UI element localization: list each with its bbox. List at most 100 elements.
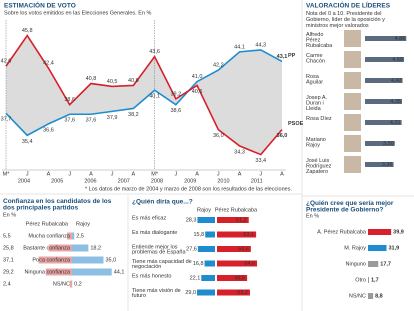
category-label: Otro [355,277,366,283]
year-label: 2010 [217,178,229,184]
bar [368,293,374,299]
value-label: 53,2 [237,290,248,296]
value-label: 2,5 [76,233,84,239]
value-label: 31,9 [389,245,400,251]
bar [197,246,215,252]
leader-name: José Luis Rodríguez Zapatero [306,158,333,175]
x-tick-label: M* [3,171,11,177]
photo [344,135,361,152]
footnote: * Los datos de marzo de 2004 y marzo de … [85,186,292,192]
bar [197,217,215,223]
bar [38,256,72,264]
chart-title: VALORACIÓN DE LÍDERES [306,1,391,10]
value-label: 38,6 [64,97,75,103]
category-label: M. Rajoy [344,245,366,251]
value-label: 38,2 [128,112,139,118]
value-label: 36,0 [277,133,288,139]
photo [344,156,361,173]
chart-title: ¿Quién cree que sería mejor Presidente d… [306,200,395,214]
series-line [5,49,283,137]
category-label: Mucha confianza [28,233,71,239]
value-label: 37,6 [64,118,75,124]
leader-name: Alfredo Pérez Rubalcaba [306,32,333,49]
value-label: 40,1 [149,94,160,100]
bar [72,244,89,252]
bar [365,99,402,104]
bar [67,232,72,240]
value-label: 41,0 [192,74,203,80]
value-label: 40,8 [86,76,97,82]
value-label: 44,1 [234,44,245,50]
value-label: 45,8 [22,28,33,34]
value-label: 51,2 [236,217,247,223]
chart-title: Confianza en los candidatos de los dos p… [3,198,113,212]
value-label: 29,0 [185,290,196,296]
bar [45,268,72,276]
value-label: 40,6 [128,78,139,84]
bar [197,289,215,296]
bar [48,244,72,252]
category-label: A. Pérez Rubalcaba [317,229,367,235]
gap-area [6,35,282,155]
value-label: 38,6 [170,108,181,114]
category-label: Ninguno [346,261,367,267]
x-tick-label: J [259,171,262,177]
year-label: 2007 [118,178,130,184]
leader-name: Josep A. Duran i Lleida [306,95,329,112]
bar [72,232,75,240]
bar [72,268,112,276]
value-label: 44,3 [255,42,266,48]
bar [368,245,387,251]
photo [344,114,361,131]
value-label: 42,2 [213,63,224,69]
value-label: 37,1 [3,257,14,263]
bar [365,162,394,167]
series-label: Rajoy [76,221,90,227]
x-tick-label: A [238,171,242,177]
value-label: 27,6 [186,246,197,252]
bar [365,57,405,62]
x-tick-label: A [132,171,136,177]
legend-label: PSOE [288,121,304,127]
value-label: 4,35 [390,99,401,105]
value-label: 2,4 [3,281,11,287]
value-label: 37,7 [1,117,12,123]
chart-subtitle: En % [3,212,16,218]
photo [344,72,361,89]
photo [344,93,361,110]
value-label: 4,31 [390,120,401,126]
value-label: 36,0 [213,133,224,139]
year-label: 2006 [84,178,96,184]
value-label: 36,6 [43,127,54,133]
value-label: 35,0 [106,257,117,263]
value-label: 33,4 [255,158,266,164]
bar [217,231,257,238]
value-label: 3,36 [382,162,393,168]
value-label: 44,1 [114,269,125,275]
year-label: 2011 [251,178,263,184]
chart-subtitle: Nota del 0 a 10. Presidente del Gobierno… [306,11,386,29]
value-label: 37,6 [86,118,97,124]
category-label: Entiende mejor los problemas de España [132,245,186,256]
value-label: 1,7 [371,277,379,283]
bar [365,78,403,83]
value-label: 39,2 [170,91,181,97]
bar [365,141,395,146]
chart-subtitle: Sobre los votos emitidos en las Eleccion… [4,10,151,16]
category-label: Es más honesto [132,274,171,280]
value-label: 25,8 [3,245,14,251]
category-label: Es más eficaz [132,216,166,222]
value-label: 16,8 [193,261,204,267]
value-label: 15,8 [193,232,204,238]
category-label: Bastante confianza [23,245,71,251]
value-label: 40,6 [192,89,203,95]
bar [368,261,379,267]
category-label: Tiene más visión de futuro [132,288,182,299]
value-label: 64,6 [244,261,255,267]
leader-name: Carme Chacón [306,53,325,65]
chart-title: ¿Quién diría que...? [132,199,193,206]
bar [368,277,369,283]
bar [217,217,249,223]
bar [365,36,407,41]
